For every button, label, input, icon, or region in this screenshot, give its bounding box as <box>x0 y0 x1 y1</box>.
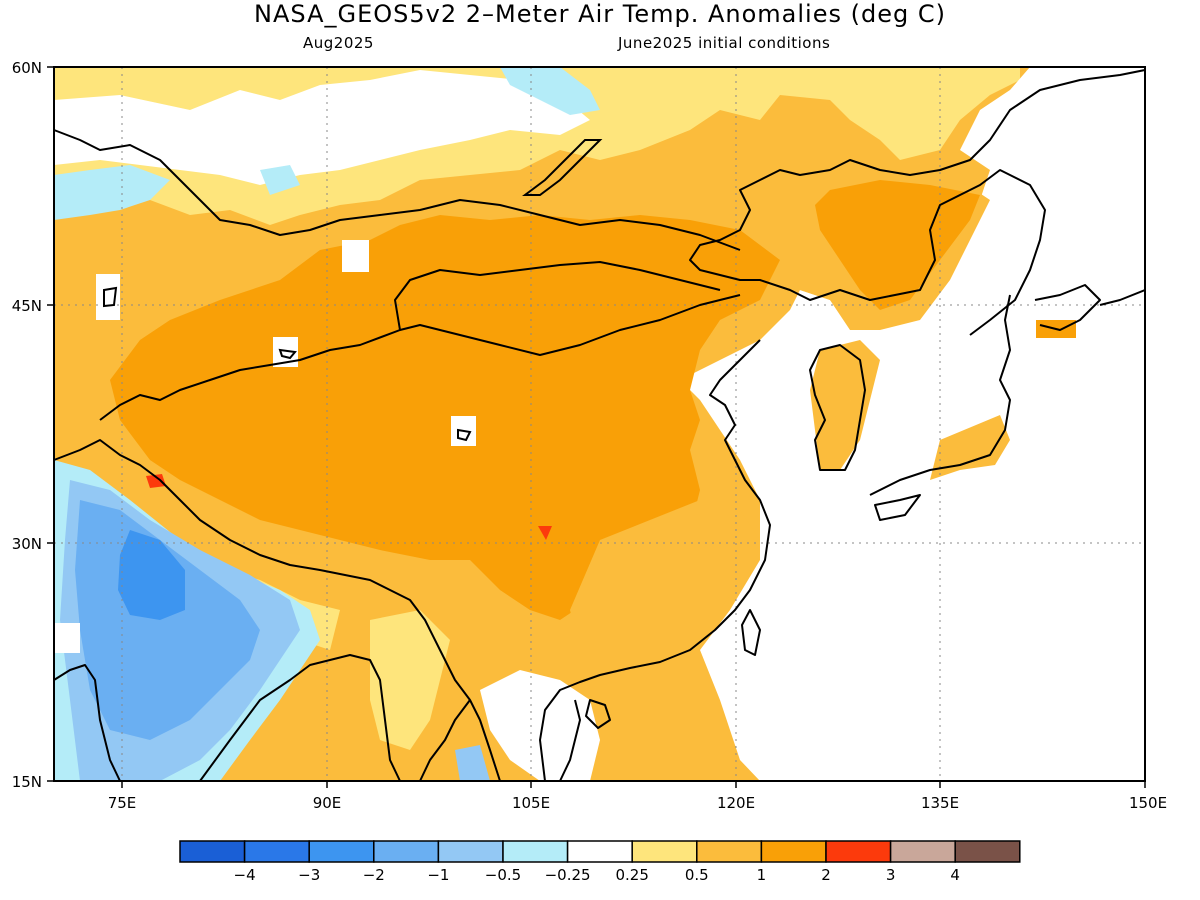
colorbar-swatch <box>889 840 956 863</box>
colorbar-tick-label: −2 <box>363 866 385 884</box>
anomaly-orange-japan <box>930 415 1010 480</box>
lon-label: 120E <box>717 794 755 812</box>
anomaly-neutral-north <box>54 70 590 185</box>
anomaly-blue-seasia <box>455 745 490 781</box>
lon-label: 135E <box>921 794 959 812</box>
colorbar-swatch <box>631 840 698 863</box>
nodata-box-1 <box>96 274 120 320</box>
colorbar-tick-label: 4 <box>950 866 960 884</box>
colorbar-swatch <box>308 840 375 863</box>
anomaly-light-yellow-south <box>370 610 450 750</box>
colorbar-swatch <box>696 840 763 863</box>
forecast-month: Aug2025 <box>303 34 374 52</box>
colorbar-tick-label: 2 <box>821 866 831 884</box>
anomaly-light-blue-north-3 <box>260 165 300 195</box>
colorbar-swatch <box>179 840 246 863</box>
map-title: NASA_GEOS5v2 2–Meter Air Temp. Anomalies… <box>254 0 946 28</box>
lon-label: 75E <box>108 794 137 812</box>
colorbar-tick-label: 0.5 <box>685 866 709 884</box>
colorbar-tick-label: 0.25 <box>615 866 648 884</box>
lon-axis-labels: 75E 90E 105E 120E 135E 150E <box>108 794 1167 812</box>
colorbar-swatch <box>760 840 827 863</box>
anomaly-red-spot-center <box>538 526 552 540</box>
colorbar: −4 −3 −2 −1 −0.5 −0.25 0.25 0.5 1 2 3 4 <box>179 840 1021 884</box>
colorbar-tick-label: −0.5 <box>485 866 521 884</box>
colorbar-swatch <box>825 840 892 863</box>
colorbar-tick-label: −0.25 <box>545 866 591 884</box>
lat-label: 60N <box>12 59 42 77</box>
anomaly-light-blue-north-2 <box>500 67 600 115</box>
lakes <box>103 139 603 442</box>
colorbar-swatch <box>566 840 633 863</box>
lon-label: 105E <box>512 794 550 812</box>
colorbar-tick-label: −4 <box>234 866 256 884</box>
anomaly-red-spot-west <box>146 474 166 488</box>
colorbar-swatch <box>502 840 569 863</box>
axis-ticks <box>47 66 1146 788</box>
colorbar-tick-label: −1 <box>427 866 449 884</box>
lat-label: 30N <box>12 535 42 553</box>
anomaly-neutral-east <box>680 67 1145 781</box>
colorbar-swatch <box>954 840 1021 863</box>
lat-label: 15N <box>12 773 42 791</box>
lon-label: 90E <box>313 794 342 812</box>
colorbar-swatch <box>243 840 310 863</box>
coastlines-borders <box>53 69 1146 782</box>
map-frame <box>53 66 1146 782</box>
lon-label: 150E <box>1129 794 1167 812</box>
colorbar-swatch <box>373 840 440 863</box>
anomaly-dark-blue-india <box>118 530 185 620</box>
nodata-box-4 <box>342 240 369 272</box>
colorbar-tick-label: 3 <box>886 866 896 884</box>
anomaly-neutral-seasia <box>480 670 600 781</box>
colorbar-swatch <box>437 840 504 863</box>
anomaly-dark-orange-main <box>110 215 780 620</box>
initial-conditions: June2025 initial conditions <box>618 34 831 52</box>
graticule <box>54 67 1145 781</box>
colorbar-tick-label: 1 <box>757 866 767 884</box>
nodata-box-5 <box>54 623 80 653</box>
anomaly-field <box>54 67 1145 781</box>
lat-axis-labels: 60N 45N 30N 15N <box>12 59 42 791</box>
lat-label: 45N <box>12 297 42 315</box>
anomaly-light-blue-north-1 <box>54 165 170 220</box>
anomaly-orange-east-china <box>570 500 760 660</box>
anomaly-dark-orange-manchuria <box>815 180 980 310</box>
colorbar-tick-label: −3 <box>298 866 320 884</box>
